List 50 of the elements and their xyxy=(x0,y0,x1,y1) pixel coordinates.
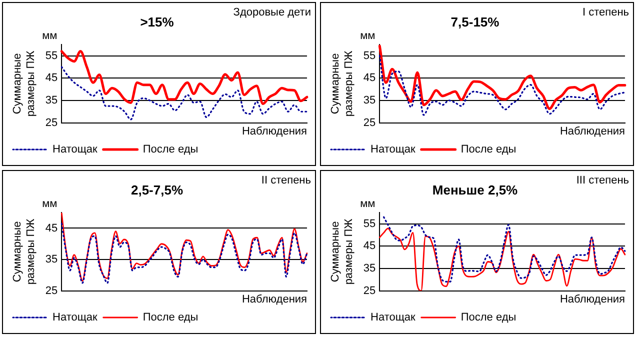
chart-title: >15% xyxy=(140,14,174,30)
y-tick-label: 55 xyxy=(363,218,376,230)
y-tick-label: 25 xyxy=(363,284,376,297)
text: III степень xyxy=(576,174,630,187)
legend-label: После еды xyxy=(460,312,516,324)
line-series xyxy=(378,54,626,116)
line-series xyxy=(60,50,308,106)
x-axis-title: Наблюдения xyxy=(242,125,308,138)
line-series xyxy=(60,66,308,120)
x-axis-title: Наблюдения xyxy=(242,293,308,306)
chart-title: Меньше 2,5% xyxy=(432,182,518,198)
text: I степень xyxy=(582,6,630,19)
y-tick-label: 55 xyxy=(45,50,58,62)
y-tick-label: 25 xyxy=(45,284,58,297)
legend-label: После еды xyxy=(460,144,516,156)
y-tick-label: 35 xyxy=(363,94,376,106)
line-series xyxy=(378,44,626,110)
y-axis-title: Суммарные размеры ПЖ xyxy=(12,50,37,117)
y-axis-title: Суммарные размеры ПЖ xyxy=(330,218,355,285)
line-series xyxy=(382,216,626,282)
y-tick-label: 45 xyxy=(363,72,376,84)
y-tick-label: 35 xyxy=(45,94,58,106)
chart-title: 2,5-7,5% xyxy=(130,182,184,198)
text: мм xyxy=(360,30,376,42)
y-tick-label: 55 xyxy=(363,50,376,62)
chart-title: 7,5-15% xyxy=(450,14,500,30)
x-axis-title: Наблюдения xyxy=(560,125,626,138)
legend-label: Натощак xyxy=(52,144,98,156)
y-tick-label: 45 xyxy=(45,72,58,84)
legend-label: Натощак xyxy=(370,312,416,324)
y-tick-label: 45 xyxy=(45,222,58,234)
y-tick-label: 35 xyxy=(45,254,58,266)
x-axis-title: Наблюдения xyxy=(560,293,626,306)
text: мм xyxy=(42,30,58,42)
line-series xyxy=(60,222,308,284)
text: мм xyxy=(360,198,376,210)
legend-label: После еды xyxy=(142,312,198,324)
y-axis-title: Суммарные размеры ПЖ xyxy=(330,50,355,117)
text: II степень xyxy=(261,174,312,187)
legend-label: После еды xyxy=(142,144,198,156)
y-tick-label: 35 xyxy=(363,262,376,274)
text: мм xyxy=(42,198,58,210)
legend-label: Натощак xyxy=(370,144,416,156)
y-tick-label: 25 xyxy=(363,116,376,129)
y-tick-label: 25 xyxy=(45,116,58,129)
line-series xyxy=(60,212,308,282)
legend-label: Натощак xyxy=(52,312,98,324)
y-tick-label: 45 xyxy=(363,240,376,252)
y-axis-title: Суммарные размеры ПЖ xyxy=(12,218,37,285)
text: Здоровые дети xyxy=(233,6,311,19)
